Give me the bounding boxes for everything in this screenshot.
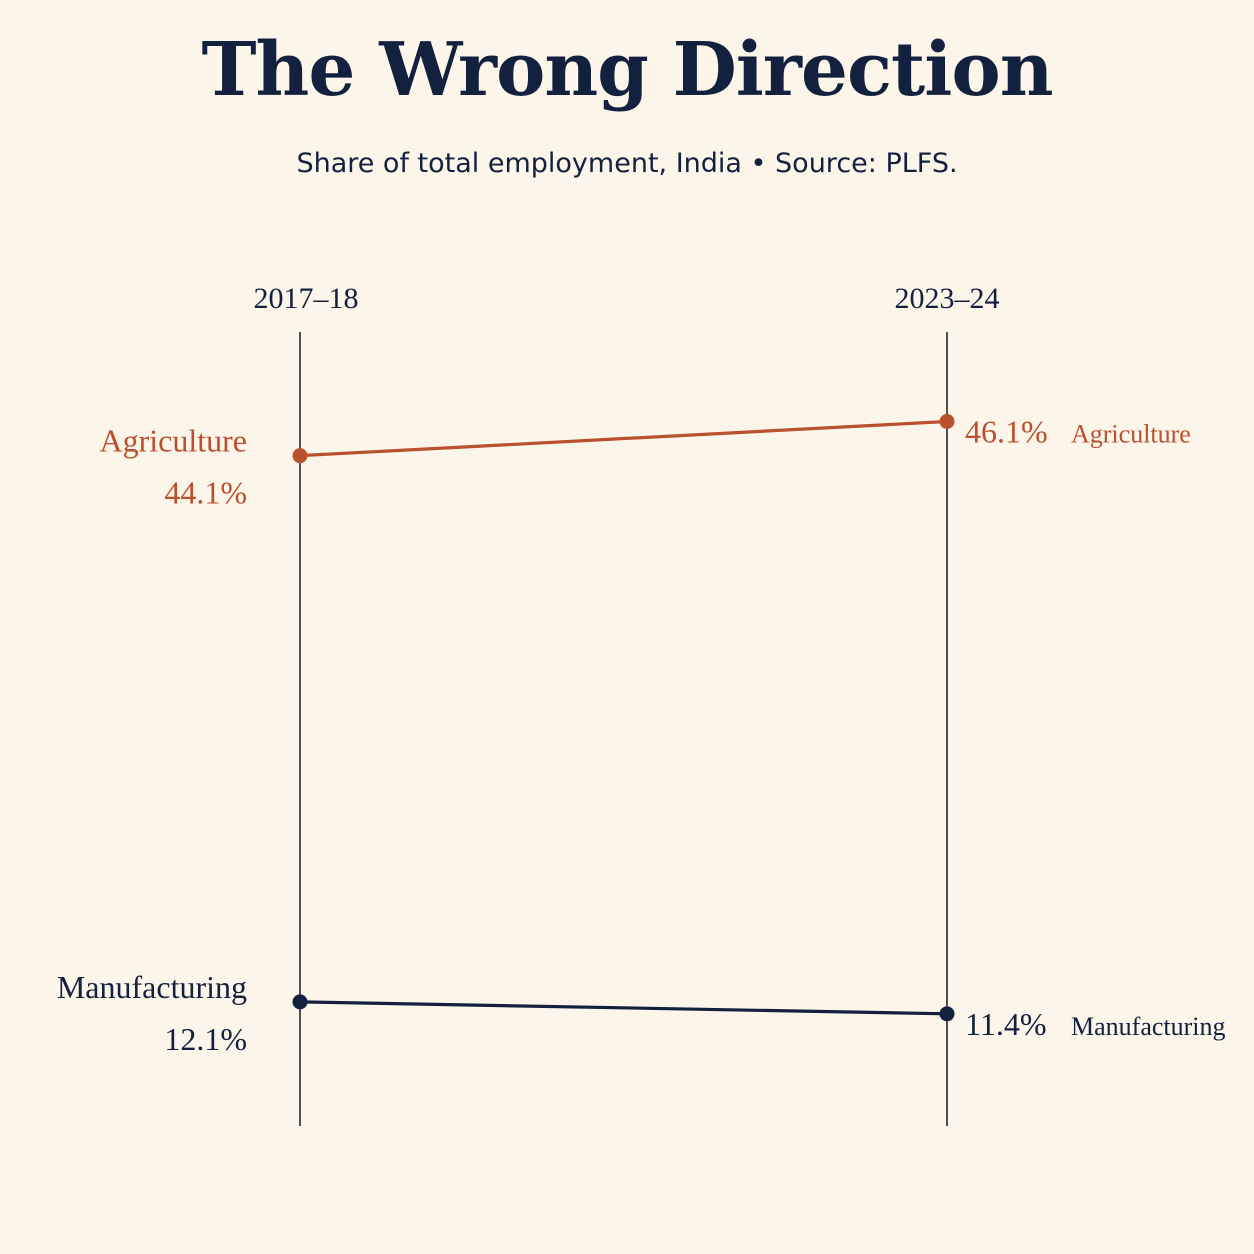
series-line-manufacturing [298,1000,949,1016]
left-name-agriculture: Agriculture [100,423,248,459]
right-value-agriculture: 46.1% [965,414,1048,450]
series-line-agriculture [298,419,949,458]
point-agriculture-start [292,448,308,464]
chart-subtitle: Share of total employment, India • Sourc… [296,148,958,179]
right-name-manufacturing: Manufacturing [1071,1012,1226,1041]
left-name-manufacturing: Manufacturing [57,969,247,1005]
period-label-0: 2017–18 [254,282,359,315]
right-value-manufacturing: 11.4% [965,1006,1046,1042]
period-label-1: 2023–24 [895,282,1000,315]
left-value-manufacturing: 12.1% [164,1021,247,1057]
right-name-agriculture: Agriculture [1071,420,1191,449]
point-agriculture-end [939,414,955,430]
chart-title: The Wrong Direction [201,27,1053,113]
point-manufacturing-start [292,994,308,1010]
left-value-agriculture: 44.1% [164,475,247,511]
point-manufacturing-end [939,1006,955,1022]
